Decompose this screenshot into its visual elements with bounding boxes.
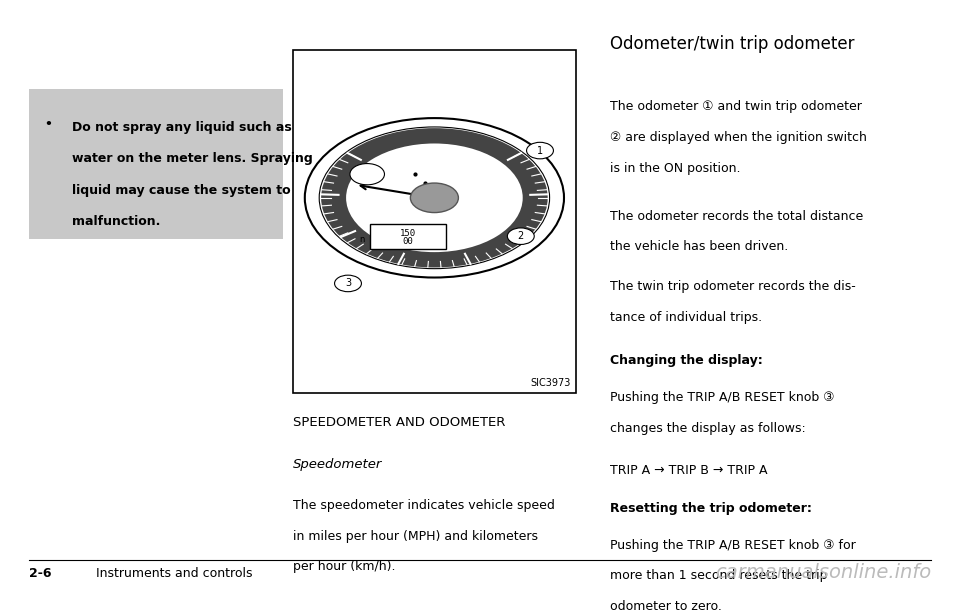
FancyBboxPatch shape — [29, 89, 283, 239]
Text: carmanualsonline.info: carmanualsonline.info — [715, 563, 931, 582]
Text: in miles per hour (MPH) and kilometers: in miles per hour (MPH) and kilometers — [293, 530, 538, 543]
Text: per hour (km/h).: per hour (km/h). — [293, 560, 396, 573]
Text: Odometer/twin trip odometer: Odometer/twin trip odometer — [610, 35, 854, 53]
Text: is in the ON position.: is in the ON position. — [610, 162, 740, 175]
Circle shape — [347, 144, 522, 252]
Circle shape — [507, 228, 534, 244]
Text: n: n — [359, 235, 365, 244]
Text: TRIP A → TRIP B → TRIP A: TRIP A → TRIP B → TRIP A — [610, 464, 767, 477]
Text: Do not spray any liquid such as: Do not spray any liquid such as — [72, 121, 292, 134]
FancyBboxPatch shape — [370, 224, 445, 249]
Text: malfunction.: malfunction. — [72, 215, 160, 228]
Text: odometer to zero.: odometer to zero. — [610, 600, 722, 611]
Text: ② are displayed when the ignition switch: ② are displayed when the ignition switch — [610, 131, 867, 144]
Text: Instruments and controls: Instruments and controls — [96, 567, 252, 580]
Text: 3: 3 — [345, 279, 351, 288]
Text: Pushing the TRIP A/B RESET knob ③: Pushing the TRIP A/B RESET knob ③ — [610, 391, 834, 404]
Text: liquid may cause the system to: liquid may cause the system to — [72, 184, 291, 197]
Text: The speedometer indicates vehicle speed: The speedometer indicates vehicle speed — [293, 499, 555, 512]
Text: 1: 1 — [537, 145, 543, 156]
Circle shape — [411, 183, 459, 213]
Circle shape — [335, 275, 362, 291]
Text: Speedometer: Speedometer — [293, 458, 382, 470]
Circle shape — [526, 142, 553, 159]
Text: changes the display as follows:: changes the display as follows: — [610, 422, 805, 434]
Text: SPEEDOMETER AND ODOMETER: SPEEDOMETER AND ODOMETER — [293, 416, 505, 430]
Text: Pushing the TRIP A/B RESET knob ③ for: Pushing the TRIP A/B RESET knob ③ for — [610, 538, 855, 552]
Text: •: • — [44, 118, 52, 131]
Text: The odometer ① and twin trip odometer: The odometer ① and twin trip odometer — [610, 100, 861, 114]
Text: Resetting the trip odometer:: Resetting the trip odometer: — [610, 502, 811, 515]
Text: tance of individual trips.: tance of individual trips. — [610, 311, 761, 324]
Text: SIC3973: SIC3973 — [531, 378, 571, 388]
FancyBboxPatch shape — [293, 50, 576, 393]
Text: 2-6: 2-6 — [29, 567, 51, 580]
Circle shape — [321, 128, 547, 268]
Circle shape — [349, 164, 384, 185]
Text: 00: 00 — [402, 237, 414, 246]
Text: Changing the display:: Changing the display: — [610, 354, 762, 367]
Text: 2: 2 — [517, 231, 524, 241]
Text: The odometer records the total distance: The odometer records the total distance — [610, 210, 863, 222]
Text: 150: 150 — [400, 229, 416, 238]
Text: water on the meter lens. Spraying: water on the meter lens. Spraying — [72, 152, 313, 166]
Text: the vehicle has been driven.: the vehicle has been driven. — [610, 240, 788, 254]
Text: The twin trip odometer records the dis-: The twin trip odometer records the dis- — [610, 280, 855, 293]
Text: more than 1 second resets the trip: more than 1 second resets the trip — [610, 569, 828, 582]
